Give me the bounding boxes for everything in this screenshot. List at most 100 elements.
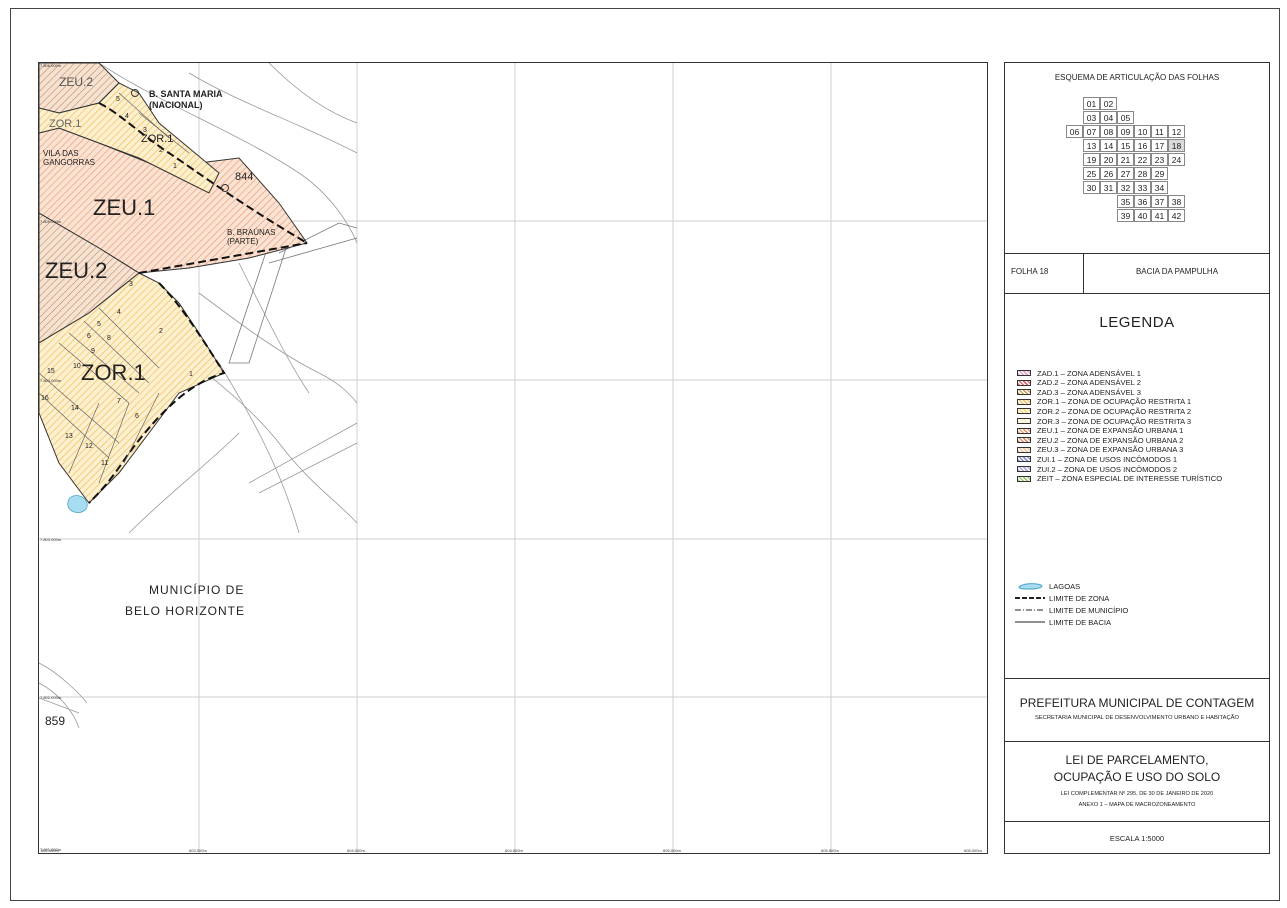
index-cell-22[interactable]: 22: [1134, 153, 1151, 166]
lot-number: 10: [73, 363, 81, 370]
marker-circle: [221, 184, 229, 192]
line-symbol-icon: [1015, 597, 1045, 599]
legend-item: ZAD.1 – ZONA ADENSÁVEL 1: [1017, 368, 1141, 378]
lei-title-2: OCUPAÇÃO E USO DO SOLO: [1053, 770, 1221, 784]
lot-number: 16: [41, 395, 49, 402]
index-cell-15[interactable]: 15: [1117, 139, 1134, 152]
index-cell-34[interactable]: 34: [1151, 181, 1168, 194]
index-cell-28[interactable]: 28: [1134, 167, 1151, 180]
line-legend-item: LAGOAS: [1015, 581, 1080, 591]
prefeitura-title: PREFEITURA MUNICIPAL DE CONTAGEM: [1019, 696, 1255, 710]
coord-left: 7.804.000m: [40, 378, 62, 383]
index-cell-19[interactable]: 19: [1083, 153, 1100, 166]
index-cell-32[interactable]: 32: [1117, 181, 1134, 194]
index-cell-24[interactable]: 24: [1168, 153, 1185, 166]
index-cell-11[interactable]: 11: [1151, 125, 1168, 138]
index-cell-26[interactable]: 26: [1100, 167, 1117, 180]
legend-item: ZUI.2 – ZONA DE USOS INCÔMODOS 2: [1017, 464, 1177, 474]
label-zeu2-top: ZEU.2: [59, 75, 94, 89]
coord-bottom: 603.000m: [189, 848, 207, 853]
folha-row: FOLHA 18 BACIA DA PAMPULHA: [1005, 253, 1269, 294]
index-cell-17[interactable]: 17: [1151, 139, 1168, 152]
lot-number: 6: [135, 413, 139, 420]
lot-number: 4: [117, 309, 121, 316]
index-cell-13[interactable]: 13: [1083, 139, 1100, 152]
map-area: ZEU.2 B. SANTA MARIA (NACIONAL) ZOR.1 ZO…: [38, 62, 988, 854]
label-gangorras: GANGORRAS: [43, 158, 96, 167]
index-cell-04[interactable]: 04: [1100, 111, 1117, 124]
index-cell-07[interactable]: 07: [1083, 125, 1100, 138]
label-vila-das: VILA DAS: [43, 149, 79, 158]
prefeitura-block: PREFEITURA MUNICIPAL DE CONTAGEM SECRETA…: [1005, 678, 1269, 741]
coord-left: 7.803.000m: [40, 537, 62, 542]
lot-number: 15: [47, 368, 55, 375]
legend-swatch: [1017, 398, 1031, 405]
index-cell-05[interactable]: 05: [1117, 111, 1134, 124]
index-cell-38[interactable]: 38: [1168, 195, 1185, 208]
index-cell-06[interactable]: 06: [1066, 125, 1083, 138]
lot-number: 2: [159, 328, 163, 335]
index-cell-21[interactable]: 21: [1117, 153, 1134, 166]
legend-label: ZOR.1 – ZONA DE OCUPAÇÃO RESTRITA 1: [1037, 397, 1192, 407]
index-cell-09[interactable]: 09: [1117, 125, 1134, 138]
index-cell-03[interactable]: 03: [1083, 111, 1100, 124]
coord-bottom: 605.000m: [663, 848, 681, 853]
legend-item: ZEU.3 – ZONA DE EXPANSÃO URBANA 3: [1017, 445, 1183, 455]
label-nacional: (NACIONAL): [149, 100, 203, 110]
marker-circle: [131, 89, 139, 97]
legend-label: ZUI.2 – ZONA DE USOS INCÔMODOS 2: [1037, 464, 1178, 474]
index-cell-20[interactable]: 20: [1100, 153, 1117, 166]
lot-number: 13: [65, 433, 73, 440]
index-cell-10[interactable]: 10: [1134, 125, 1151, 138]
legend-label: ZAD.3 – ZONA ADENSÁVEL 3: [1037, 387, 1141, 397]
index-cell-08[interactable]: 08: [1100, 125, 1117, 138]
index-cell-29[interactable]: 29: [1151, 167, 1168, 180]
index-cell-35[interactable]: 35: [1117, 195, 1134, 208]
legend-swatch: [1017, 456, 1031, 463]
index-cell-39[interactable]: 39: [1117, 209, 1134, 222]
legend-item: ZEIT – ZONA ESPECIAL DE INTERESSE TURÍST…: [1017, 474, 1222, 484]
index-cell-27[interactable]: 27: [1117, 167, 1134, 180]
index-cell-41[interactable]: 41: [1151, 209, 1168, 222]
lot-number: 5: [116, 96, 120, 103]
index-cell-23[interactable]: 23: [1151, 153, 1168, 166]
legend-item: ZOR.3 – ZONA DE OCUPAÇÃO RESTRITA 3: [1017, 416, 1191, 426]
lot-number: 5: [97, 321, 101, 328]
legend-item: ZEU.1 – ZONA DE EXPANSÃO URBANA 1: [1017, 426, 1183, 436]
legend-swatch: [1017, 418, 1031, 424]
legend-swatch: [1017, 370, 1031, 376]
index-cell-33[interactable]: 33: [1134, 181, 1151, 194]
index-cell-40[interactable]: 40: [1134, 209, 1151, 222]
lei-subtitle-2: ANEXO 1 – MAPA DE MACROZONEAMENTO: [1078, 802, 1196, 808]
lei-block: LEI DE PARCELAMENTO, OCUPAÇÃO E USO DO S…: [1005, 741, 1269, 821]
legend-swatch: [1017, 408, 1031, 415]
label-859: 859: [45, 714, 66, 728]
index-cell-16[interactable]: 16: [1134, 139, 1151, 152]
legend-swatch: [1017, 427, 1031, 434]
index-cell-02[interactable]: 02: [1100, 97, 1117, 110]
index-cell-37[interactable]: 37: [1151, 195, 1168, 208]
index-cell-14[interactable]: 14: [1100, 139, 1117, 152]
divider: [1083, 254, 1084, 294]
lot-number: 4: [125, 113, 129, 120]
index-cell-18[interactable]: 18: [1168, 139, 1185, 152]
lot-number: 3: [143, 127, 147, 134]
index-cell-36[interactable]: 36: [1134, 195, 1151, 208]
label-zor1-b: ZOR.1: [141, 133, 174, 145]
lot-number: 2: [159, 147, 163, 154]
coord-bottom: 605.500m: [821, 848, 839, 853]
line-legend-label: LIMITE DE ZONA: [1049, 593, 1110, 603]
coord-left: 7.805.000m: [40, 219, 62, 224]
coord-left: 7.802.000m: [40, 695, 62, 700]
index-cell-25[interactable]: 25: [1083, 167, 1100, 180]
lei-title-1: LEI DE PARCELAMENTO,: [1065, 753, 1209, 767]
index-cell-12[interactable]: 12: [1168, 125, 1185, 138]
legend-item: ZEU.2 – ZONA DE EXPANSÃO URBANA 2: [1017, 435, 1183, 445]
lot-number: 6: [87, 333, 91, 340]
index-cell-31[interactable]: 31: [1100, 181, 1117, 194]
sheet-frame: [10, 8, 1280, 901]
index-cell-42[interactable]: 42: [1168, 209, 1185, 222]
legend-label: ZAD.2 – ZONA ADENSÁVEL 2: [1037, 378, 1141, 388]
index-cell-30[interactable]: 30: [1083, 181, 1100, 194]
index-cell-01[interactable]: 01: [1083, 97, 1100, 110]
